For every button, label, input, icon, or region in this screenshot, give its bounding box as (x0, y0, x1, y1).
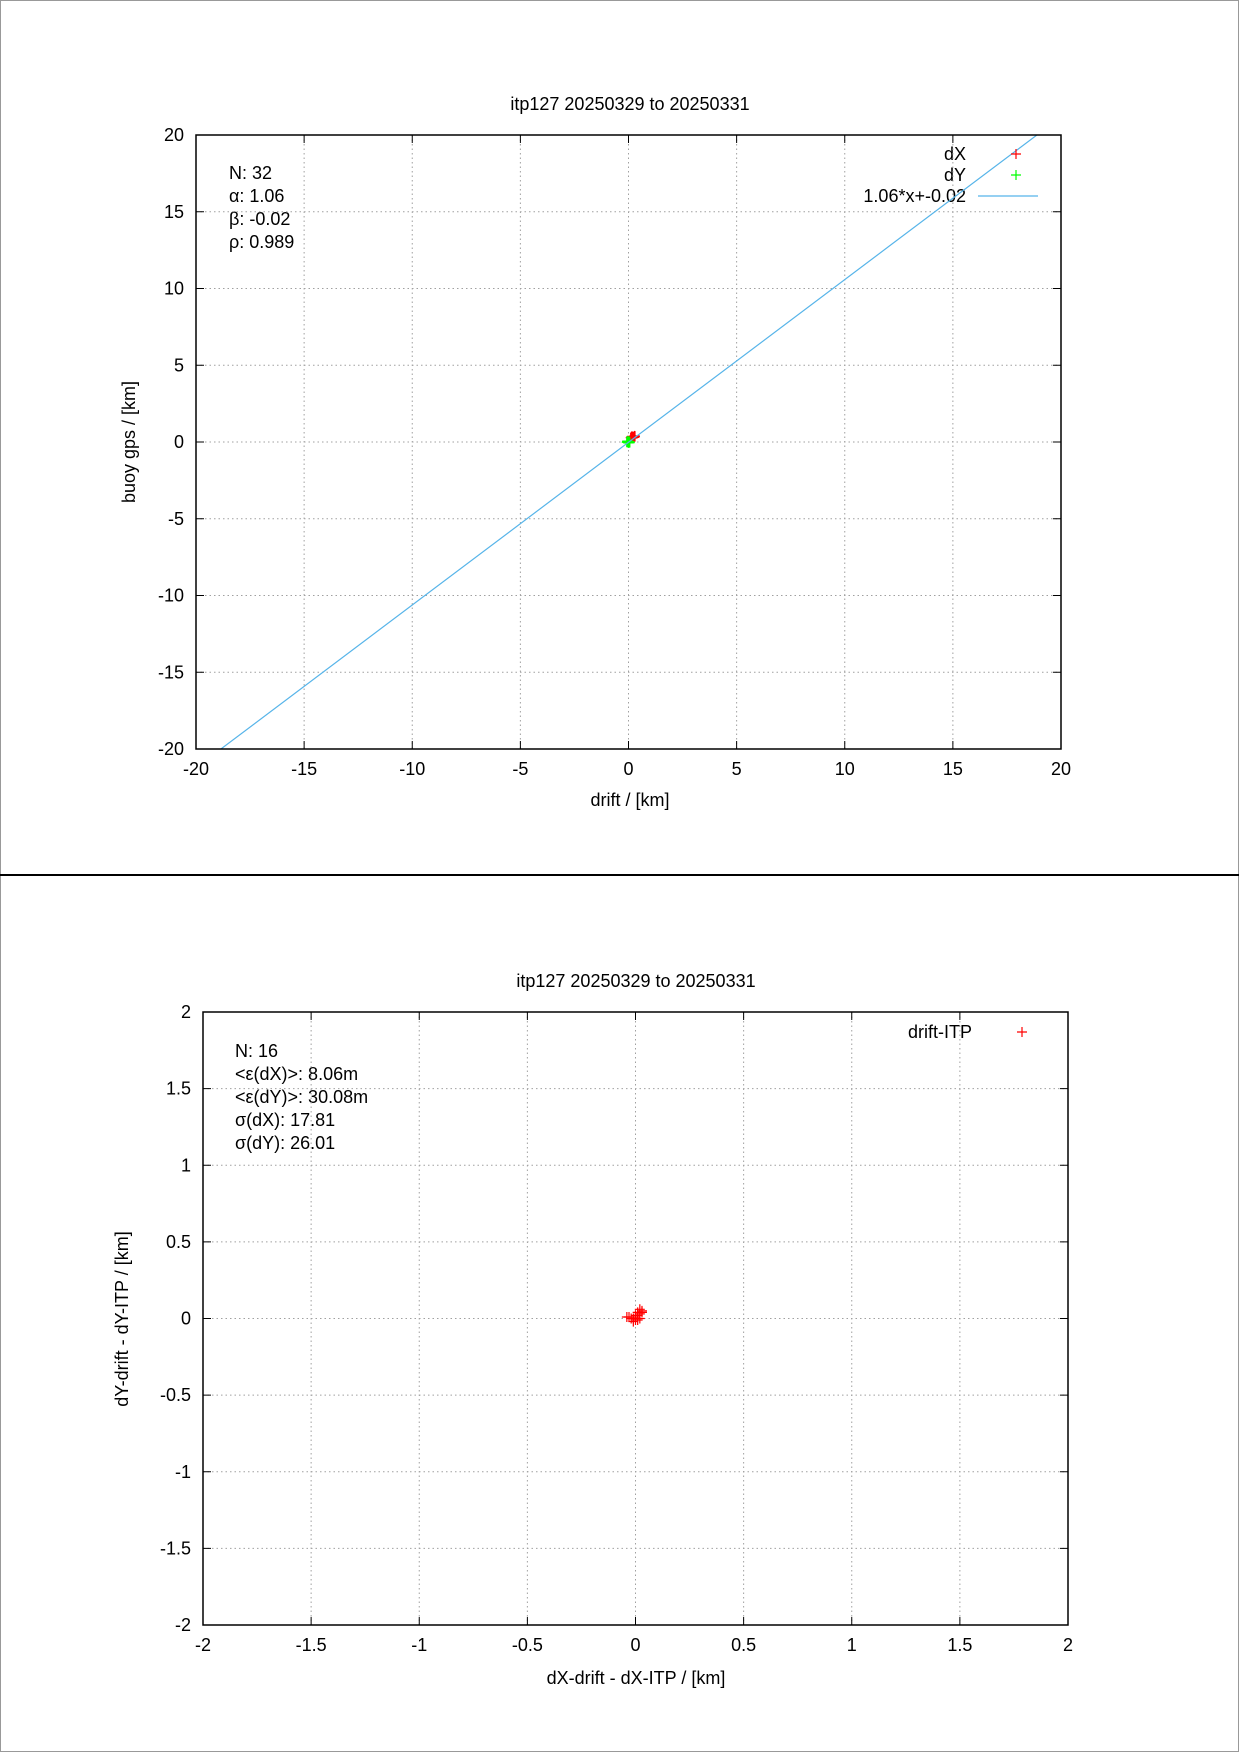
y-tick-label: -15 (158, 662, 184, 682)
x-tick-label: 2 (1063, 1635, 1073, 1655)
plot-area (219, 135, 1038, 749)
chart-title: itp127 20250329 to 20250331 (510, 94, 749, 114)
stat-line: σ(dY): 26.01 (235, 1133, 335, 1153)
x-tick-label: -0.5 (512, 1635, 543, 1655)
stat-line: <ε(dX)>: 8.06m (235, 1064, 358, 1084)
x-tick-label: 1.5 (947, 1635, 972, 1655)
plot-frame (195, 134, 1062, 750)
legend-label-dx: dX (944, 144, 966, 164)
y-tick-label: 0.5 (166, 1232, 191, 1252)
chart-title: itp127 20250329 to 20250331 (516, 971, 755, 991)
tick-labels: -2 -1.5 -1 -0.5 0 0.5 1 1.5 2 -2 -1.5 -1 -0.5 0 0.5 1 1.… (160, 1002, 1073, 1655)
stat-line: σ(dX): 17.81 (235, 1110, 335, 1130)
series-line-1-06-x-0-02 (219, 135, 1038, 749)
x-tick-label: -1 (411, 1635, 427, 1655)
y-tick-label: 5 (174, 355, 184, 375)
stat-line: α: 1.06 (229, 186, 284, 206)
y-tick-label: 0 (181, 1309, 191, 1329)
x-tick-label: 20 (1051, 759, 1071, 779)
stat-line: <ε(dY)>: 30.08m (235, 1087, 368, 1107)
y-tick-label: 15 (164, 202, 184, 222)
data-point (624, 1311, 635, 1322)
legend: drift-ITP (908, 1022, 972, 1042)
x-axis-label: drift / [km] (590, 790, 669, 810)
data-point (630, 1310, 641, 1321)
x-tick-label: -10 (399, 759, 425, 779)
x-tick-label: 0 (623, 759, 633, 779)
y-axis-label: buoy gps / [km] (119, 381, 139, 503)
x-tick-label: -5 (512, 759, 528, 779)
plot-area (621, 1304, 647, 1327)
stat-line: β: -0.02 (229, 209, 290, 229)
legend-marker-drift-itp (1017, 1027, 1027, 1037)
x-tick-label: 15 (943, 759, 963, 779)
x-axis-label: dX-drift - dX-ITP / [km] (547, 1668, 726, 1688)
x-tick-label: 10 (835, 759, 855, 779)
legend-marker-dy (1011, 170, 1021, 180)
y-tick-label: 10 (164, 279, 184, 299)
y-axis-label: dY-drift - dY-ITP / [km] (112, 1231, 132, 1406)
stat-line: ρ: 0.989 (229, 232, 294, 252)
stats-box: N: 32 α: 1.06 β: -0.02 ρ: 0.989 (229, 163, 294, 252)
y-tick-label: 1 (181, 1155, 191, 1175)
y-tick-label: -0.5 (160, 1385, 191, 1405)
legend-label-fit: 1.06*x+-0.02 (863, 186, 966, 206)
chart-panel-2: itp127 20250329 to 20250331 dX-drift - d… (112, 971, 1073, 1688)
y-tick-label: -1 (175, 1462, 191, 1482)
legend: dX dY 1.06*x+-0.02 (863, 144, 966, 206)
legend-label-dy: dY (944, 165, 966, 185)
x-tick-label: -2 (195, 1635, 211, 1655)
y-tick-label: 2 (181, 1002, 191, 1022)
legend-marker-dx (1011, 149, 1021, 159)
x-tick-label: -20 (183, 759, 209, 779)
x-tick-label: -15 (291, 759, 317, 779)
x-tick-label: 0.5 (731, 1635, 756, 1655)
y-tick-label: 20 (164, 125, 184, 145)
y-tick-label: 0 (174, 432, 184, 452)
y-tick-label: -2 (175, 1615, 191, 1635)
y-tick-label: 1.5 (166, 1079, 191, 1099)
stats-box: N: 16 <ε(dX)>: 8.06m <ε(dY)>: 30.08m σ(d… (235, 1041, 368, 1153)
chart-panel-1: itp127 20250329 to 20250331 drift / [km]… (119, 94, 1071, 810)
stat-line: N: 16 (235, 1041, 278, 1061)
plot-frame (202, 1011, 1069, 1626)
x-tick-label: -1.5 (296, 1635, 327, 1655)
series-drift-itp (621, 1304, 647, 1327)
data-point (624, 437, 635, 448)
y-tick-label: -1.5 (160, 1538, 191, 1558)
legend-label-drift-itp: drift-ITP (908, 1022, 972, 1042)
x-tick-label: 1 (847, 1635, 857, 1655)
x-tick-label: 5 (732, 759, 742, 779)
tick-labels: -20 -15 -10 -5 0 5 10 15 20 -20 -15 -10 -5 0 5 10 15 20 (158, 125, 1071, 779)
y-tick-label: -20 (158, 739, 184, 759)
y-tick-label: -5 (168, 509, 184, 529)
y-tick-label: -10 (158, 586, 184, 606)
stat-line: N: 32 (229, 163, 272, 183)
x-tick-label: 0 (630, 1635, 640, 1655)
